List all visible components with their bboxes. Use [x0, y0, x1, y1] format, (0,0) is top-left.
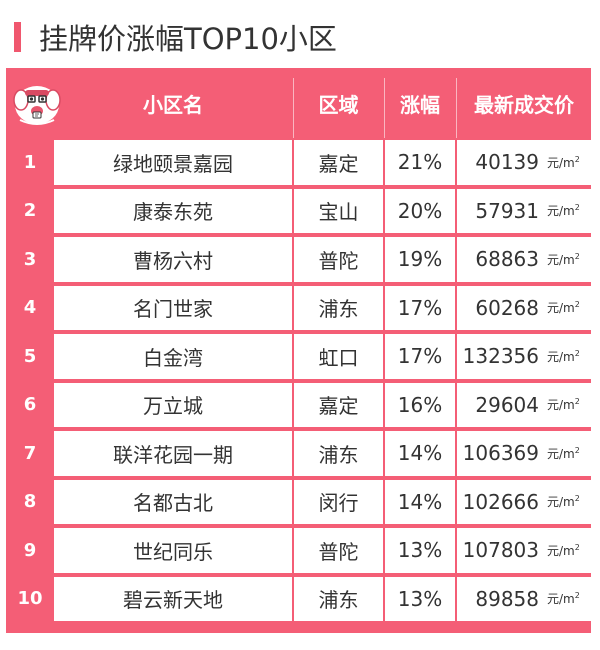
price-unit: 元/m2 — [547, 251, 580, 267]
latest-price: 68863 — [475, 247, 539, 272]
table-row: 1 绿地颐景嘉园 嘉定 21% 40139 元/m2 — [6, 138, 591, 187]
district: 虹口 — [294, 334, 383, 379]
table-row: 10 碧云新天地 浦东 13% 89858 元/m2 — [6, 575, 591, 624]
district: 嘉定 — [294, 140, 383, 185]
district: 普陀 — [294, 528, 383, 573]
table-row: 4 名门世家 浦东 17% 60268 元/m2 — [6, 284, 591, 333]
table-row: 5 白金湾 虹口 17% 132356 元/m2 — [6, 332, 591, 381]
price-unit: 元/m2 — [547, 348, 580, 364]
latest-price: 106369 — [462, 441, 539, 466]
increase-percent: 21% — [385, 140, 455, 185]
price-unit: 元/m2 — [547, 397, 580, 413]
community-name: 康泰东苑 — [54, 188, 292, 233]
page-title: 挂牌价涨幅TOP10小区 — [39, 22, 337, 56]
column-header-pct: 涨幅 — [400, 92, 440, 117]
column-header-name: 小区名 — [143, 92, 203, 117]
latest-price: 57931 — [475, 198, 539, 223]
community-name: 白金湾 — [54, 334, 292, 379]
price-cell: 106369 元/m2 — [457, 431, 591, 476]
district: 宝山 — [294, 188, 383, 233]
price-cell: 132356 元/m2 — [457, 334, 591, 379]
rank-number: 4 — [23, 297, 37, 319]
rank-number: 10 — [17, 588, 43, 610]
table-header: 小区名 区域 涨幅 最新成交价 — [6, 68, 591, 138]
header-divider — [456, 78, 457, 138]
increase-percent: 16% — [385, 382, 455, 427]
community-name: 联洋花园一期 — [54, 431, 292, 476]
latest-price: 107803 — [462, 538, 539, 563]
community-name: 世纪同乐 — [54, 528, 292, 573]
latest-price: 40139 — [475, 150, 539, 175]
title-accent-bar — [14, 22, 21, 52]
latest-price: 102666 — [462, 489, 539, 514]
price-unit: 元/m2 — [547, 494, 580, 510]
community-name: 名都古北 — [54, 479, 292, 524]
price-unit: 元/m2 — [547, 300, 580, 316]
price-cell: 102666 元/m2 — [457, 479, 591, 524]
rank-number: 2 — [23, 200, 37, 222]
column-header-area: 区域 — [318, 92, 359, 117]
district: 普陀 — [294, 237, 383, 282]
price-unit: 元/m2 — [547, 203, 580, 219]
table-row: 3 曹杨六村 普陀 19% 68863 元/m2 — [6, 235, 591, 284]
price-unit: 元/m2 — [547, 542, 580, 558]
rank-number: 8 — [23, 491, 37, 513]
price-cell: 89858 元/m2 — [457, 576, 591, 621]
increase-percent: 14% — [385, 479, 455, 524]
rank-number: 3 — [23, 248, 37, 270]
table-row: 9 世纪同乐 普陀 13% 107803 元/m2 — [6, 526, 591, 575]
district: 浦东 — [294, 431, 383, 476]
price-cell: 60268 元/m2 — [457, 285, 591, 330]
latest-price: 29604 — [475, 392, 539, 417]
price-cell: 107803 元/m2 — [457, 528, 591, 573]
table-row: 2 康泰东苑 宝山 20% 57931 元/m2 — [6, 187, 591, 236]
page-title-bar: 挂牌价涨幅TOP10小区 — [14, 18, 337, 56]
rank-number: 7 — [23, 442, 37, 464]
header-divider — [384, 78, 385, 138]
header-divider — [293, 78, 294, 138]
table-row: 8 名都古北 闵行 14% 102666 元/m2 — [6, 478, 591, 527]
rank-number: 6 — [23, 394, 37, 416]
price-cell: 68863 元/m2 — [457, 237, 591, 282]
district: 闵行 — [294, 479, 383, 524]
latest-price: 60268 — [475, 295, 539, 320]
price-unit: 元/m2 — [547, 591, 580, 607]
increase-percent: 17% — [385, 334, 455, 379]
community-name: 万立城 — [54, 382, 292, 427]
price-cell: 57931 元/m2 — [457, 188, 591, 233]
ranking-table: 小区名 区域 涨幅 最新成交价 1 绿地颐景嘉园 嘉定 21% 40139 元/… — [6, 68, 591, 633]
rank-number: 5 — [23, 345, 37, 367]
increase-percent: 14% — [385, 431, 455, 476]
price-unit: 元/m2 — [547, 154, 580, 170]
price-unit: 元/m2 — [547, 445, 580, 461]
latest-price: 89858 — [475, 586, 539, 611]
price-cell: 29604 元/m2 — [457, 382, 591, 427]
price-cell: 40139 元/m2 — [457, 140, 591, 185]
table-row: 6 万立城 嘉定 16% 29604 元/m2 — [6, 381, 591, 430]
increase-percent: 19% — [385, 237, 455, 282]
increase-percent: 17% — [385, 285, 455, 330]
increase-percent: 13% — [385, 528, 455, 573]
district: 浦东 — [294, 576, 383, 621]
district: 浦东 — [294, 285, 383, 330]
latest-price: 132356 — [462, 344, 539, 369]
community-name: 名门世家 — [54, 285, 292, 330]
column-header-price: 最新成交价 — [474, 92, 574, 117]
community-name: 碧云新天地 — [54, 576, 292, 621]
rank-number: 1 — [23, 151, 37, 173]
community-name: 曹杨六村 — [54, 237, 292, 282]
increase-percent: 20% — [385, 188, 455, 233]
rank-number: 9 — [23, 539, 37, 561]
table-row: 7 联洋花园一期 浦东 14% 106369 元/m2 — [6, 429, 591, 478]
district: 嘉定 — [294, 382, 383, 427]
community-name: 绿地颐景嘉园 — [54, 140, 292, 185]
increase-percent: 13% — [385, 576, 455, 621]
cartoon-mascot-icon — [13, 86, 61, 125]
